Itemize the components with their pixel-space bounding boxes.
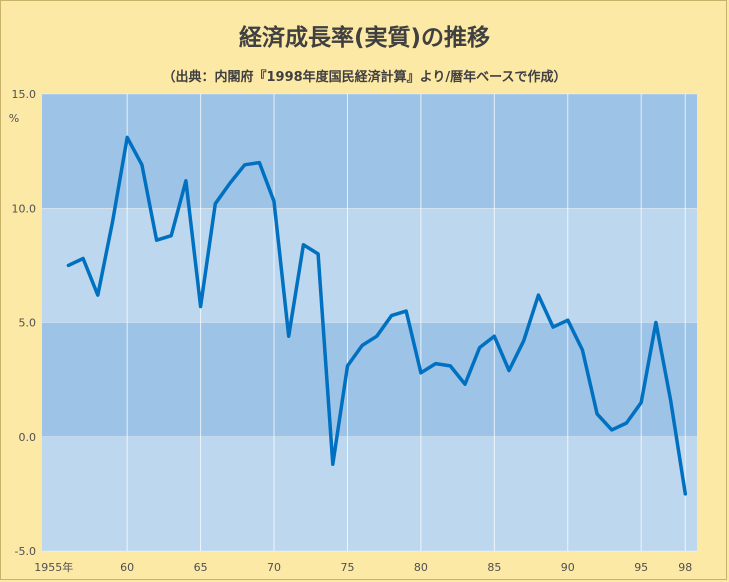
x-tick-label: 90 <box>561 561 575 574</box>
y-tick-label: -5.0 <box>15 545 36 558</box>
x-tick-label: 85 <box>487 561 501 574</box>
y-tick-label: 10.0 <box>12 202 37 215</box>
x-tick-label: 98 <box>678 561 692 574</box>
plot-band <box>42 208 697 323</box>
plot-band <box>42 436 697 551</box>
x-tick-label: 1955年 <box>34 560 73 574</box>
plot-band <box>42 94 697 209</box>
x-tick-label: 60 <box>120 561 134 574</box>
x-tick-label: 80 <box>414 561 428 574</box>
x-tick-label: 65 <box>194 561 208 574</box>
y-tick-label: 5.0 <box>19 317 37 330</box>
y-axis-label: % <box>9 112 19 125</box>
x-tick-label: 95 <box>634 561 648 574</box>
y-tick-label: 15.0 <box>12 88 37 101</box>
growth-rate-line <box>66 135 688 496</box>
chart-subtitle: （出典：内閣府『1998年度国民経済計算』より/暦年ベースで作成） <box>162 70 567 85</box>
x-tick-label: 70 <box>267 561 281 574</box>
y-tick-label: 0.0 <box>19 431 37 444</box>
x-tick-label: 75 <box>340 561 354 574</box>
chart-title: 経済成長率(実質)の推移 <box>238 25 491 51</box>
